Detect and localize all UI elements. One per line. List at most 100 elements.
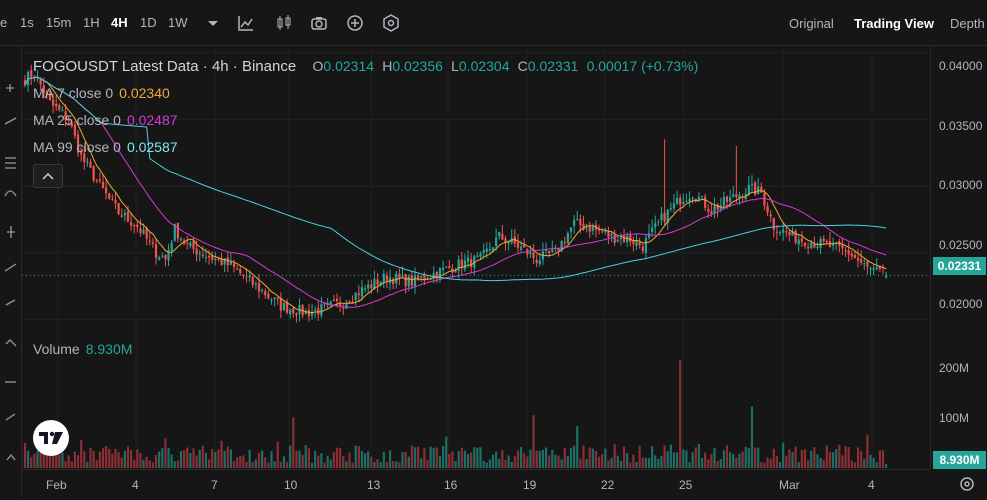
candle-body	[108, 193, 111, 199]
interval-4h[interactable]: 4H	[111, 15, 128, 30]
volume-bar	[538, 450, 541, 468]
interval-1s[interactable]: 1s	[20, 15, 34, 30]
candle-body	[139, 228, 142, 233]
candle-body	[716, 204, 719, 210]
candle-body	[523, 244, 526, 248]
volume-bar	[448, 453, 451, 468]
volume-bar	[401, 452, 404, 468]
gear-icon[interactable]	[958, 475, 976, 493]
candle-body	[86, 161, 89, 163]
interval-1h[interactable]: 1H	[83, 15, 100, 30]
volume-bar	[242, 455, 245, 468]
ma7-legend[interactable]: MA 7 close 0 0.02340	[33, 85, 170, 101]
candle-body	[385, 275, 389, 282]
volume-bar	[769, 458, 772, 468]
volume-bar	[342, 456, 345, 468]
candle-body	[335, 298, 339, 302]
volume-bar	[207, 459, 211, 468]
volume-bar	[261, 450, 264, 468]
price-tick: 0.04000	[939, 59, 983, 73]
chevron-up-icon	[42, 172, 54, 180]
candle-body	[713, 206, 716, 214]
candle-body	[339, 302, 342, 306]
time-tick: 25	[679, 478, 693, 492]
volume-bar	[722, 450, 725, 468]
volume-bar	[267, 462, 270, 468]
time-axis[interactable]: Feb 4 7 10 13 16 19 22 25 Mar 4	[22, 469, 930, 497]
volume-bar	[83, 451, 86, 468]
view-original[interactable]: Original	[789, 16, 834, 31]
candle-body	[560, 241, 563, 252]
candle-body	[242, 274, 245, 276]
volume-bar	[76, 455, 80, 468]
ma99-legend[interactable]: MA 99 close 0 0.02587	[33, 139, 178, 155]
candle-body	[551, 249, 554, 252]
candle-body	[420, 276, 423, 278]
volume-bar	[345, 461, 348, 468]
interval-1w[interactable]: 1W	[168, 15, 188, 30]
candle-body	[445, 266, 448, 268]
candle-body	[722, 196, 725, 206]
volume-bar	[388, 450, 392, 468]
line-chart-icon[interactable]	[236, 13, 256, 33]
volume-bar	[354, 445, 357, 468]
volume-bar	[395, 461, 398, 468]
candlestick-chart[interactable]	[22, 46, 930, 469]
volume-bar	[164, 438, 167, 468]
volume-bar	[516, 450, 520, 468]
volume-bar	[404, 451, 407, 468]
volume-bar	[638, 445, 641, 468]
volume-bar	[476, 447, 479, 468]
add-circle-icon[interactable]	[345, 13, 365, 33]
candle-body	[669, 208, 672, 210]
brush-icon	[4, 190, 17, 197]
volume-bar	[847, 447, 850, 468]
volume-bar	[853, 462, 857, 468]
candle-body	[794, 230, 797, 243]
price-scale[interactable]: 0.04000 0.03500 0.03000 0.02500 0.02000 …	[930, 46, 987, 469]
volume-bar	[835, 449, 838, 468]
collapse-legend-button[interactable]	[33, 164, 63, 188]
candle-body	[438, 268, 442, 280]
volume-bar	[732, 454, 735, 468]
measure-icon	[4, 263, 17, 272]
volume-bar	[379, 462, 382, 468]
candle-body	[270, 299, 273, 301]
volume-bar	[597, 456, 601, 468]
hexagon-icon[interactable]	[381, 13, 401, 33]
volume-bar	[273, 461, 276, 468]
camera-icon[interactable]	[309, 13, 329, 33]
volume-bar	[794, 446, 797, 468]
candle-body	[460, 259, 463, 268]
candles-icon[interactable]	[274, 13, 294, 33]
chevron-down-icon[interactable]	[203, 13, 223, 33]
interval-partial[interactable]: e	[0, 15, 8, 30]
volume-bar	[410, 445, 413, 468]
time-tick: 4	[132, 478, 139, 492]
volume-bar	[370, 456, 373, 468]
ma25-legend[interactable]: MA 25 close 0 0.02487	[33, 112, 178, 128]
candle-body	[498, 232, 501, 237]
chart-pane[interactable]	[22, 46, 930, 469]
candle-body	[23, 79, 27, 86]
candle-body	[838, 241, 841, 246]
view-trading-view[interactable]: Trading View	[854, 16, 934, 31]
candle-body	[142, 229, 145, 234]
volume-bar	[105, 445, 108, 468]
volume-bar	[788, 449, 791, 468]
candle-body	[432, 273, 435, 279]
interval-15m[interactable]: 15m	[46, 15, 72, 30]
tradingview-logo[interactable]	[33, 420, 69, 456]
candle-body	[544, 250, 548, 252]
volume-bar	[641, 457, 644, 468]
interval-1d[interactable]: 1D	[140, 15, 157, 30]
candle-body	[120, 215, 123, 217]
candle-body	[641, 246, 644, 252]
volume-bar	[672, 452, 676, 468]
volume-bar	[700, 458, 704, 468]
volume-bar	[48, 447, 52, 468]
volume-bar	[666, 451, 669, 468]
candle-body	[239, 268, 242, 274]
low-value: 0.02304	[458, 58, 510, 74]
view-depth[interactable]: Depth	[950, 16, 985, 31]
